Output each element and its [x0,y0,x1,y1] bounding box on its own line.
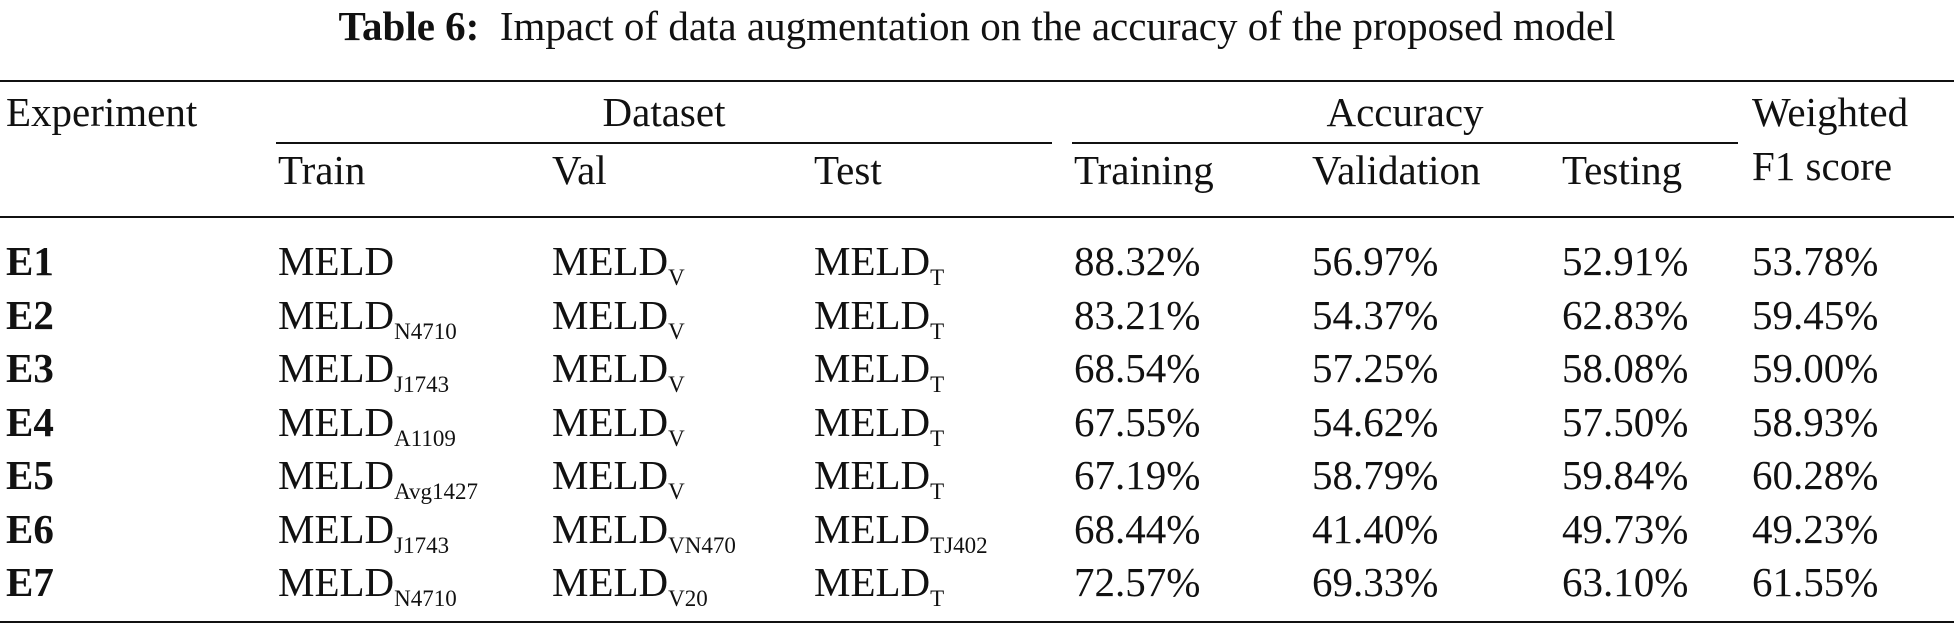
cell-f1: 49.23% [1752,506,1879,552]
top-rule [0,80,1954,82]
accuracy-rule [1072,142,1738,144]
cell-training: 72.57% [1074,559,1201,605]
cell-val-subscript: V [668,319,685,344]
cell-train-subscript: A1109 [394,426,456,451]
header-experiment: Experiment [6,89,198,135]
cell-train: MELDJ1743 [278,506,450,558]
caption-label: Table 6: [338,3,480,49]
header-f1-line1: Weighted [1752,89,1909,135]
cell-test: MELDT [814,345,945,397]
cell-test: MELDT [814,559,945,611]
cell-f1: 53.78% [1752,238,1879,284]
cell-f1: 58.93% [1752,399,1879,445]
cell-val-subscript: V [668,372,685,397]
cell-val: MELDV [552,292,685,344]
cell-train-subscript: J1743 [394,372,450,397]
cell-val: MELDV [552,452,685,504]
cell-test-subscript: T [930,265,945,290]
cell-testing: 62.83% [1562,292,1689,338]
cell-testing: 57.50% [1562,399,1689,445]
cell-id: E4 [6,399,54,445]
cell-val-subscript: V20 [668,586,708,611]
cell-testing: 63.10% [1562,559,1689,605]
cell-train-subscript: N4710 [394,319,457,344]
header-validation: Validation [1312,147,1481,193]
dataset-rule [276,142,1052,144]
cell-train: MELDA1109 [278,399,456,451]
cell-test-subscript: T [930,426,945,451]
cell-validation: 41.40% [1312,506,1439,552]
cell-training: 68.44% [1074,506,1201,552]
cell-val: MELDV [552,238,685,290]
cell-id: E7 [6,559,54,605]
cell-train: MELDAvg1427 [278,452,479,504]
cell-val-subscript: V [668,479,685,504]
cell-test: MELDT [814,238,945,290]
header-bottom-rule [0,216,1954,218]
cell-test-subscript: T [930,372,945,397]
header-val: Val [552,147,607,193]
cell-f1: 61.55% [1752,559,1879,605]
header-accuracy: Accuracy [1326,89,1484,135]
cell-validation: 57.25% [1312,345,1439,391]
cell-train: MELDN4710 [278,559,457,611]
cell-test-subscript: TJ402 [930,533,988,558]
cell-val: MELDVN470 [552,506,736,558]
cell-val-subscript: V [668,265,685,290]
header-testing: Testing [1562,147,1683,193]
cell-f1: 60.28% [1752,452,1879,498]
cell-train: MELD [278,238,395,284]
cell-testing: 49.73% [1562,506,1689,552]
cell-test-subscript: T [930,319,945,344]
cell-validation: 54.37% [1312,292,1439,338]
cell-testing: 52.91% [1562,238,1689,284]
cell-training: 67.55% [1074,399,1201,445]
cell-training: 67.19% [1074,452,1201,498]
cell-validation: 56.97% [1312,238,1439,284]
cell-test: MELDTJ402 [814,506,988,558]
cell-train-subscript: Avg1427 [394,479,479,504]
cell-val: MELDV [552,399,685,451]
header-f1-line2: F1 score [1752,143,1893,189]
cell-training: 83.21% [1074,292,1201,338]
cell-validation: 58.79% [1312,452,1439,498]
cell-val: MELDV [552,345,685,397]
bottom-rule [0,621,1954,623]
cell-test-subscript: T [930,586,945,611]
cell-val-subscript: V [668,426,685,451]
caption-text: Impact of data augmentation on the accur… [499,3,1616,49]
cell-test: MELDT [814,399,945,451]
cell-train: MELDJ1743 [278,345,450,397]
cell-train-subscript: N4710 [394,586,457,611]
cell-id: E5 [6,452,54,498]
cell-train: MELDN4710 [278,292,457,344]
cell-id: E1 [6,238,54,284]
cell-val: MELDV20 [552,559,708,611]
cell-training: 68.54% [1074,345,1201,391]
cell-testing: 58.08% [1562,345,1689,391]
cell-test: MELDT [814,292,945,344]
cell-validation: 69.33% [1312,559,1439,605]
cell-val-subscript: VN470 [668,533,736,558]
cell-id: E2 [6,292,54,338]
cell-test: MELDT [814,452,945,504]
cell-id: E3 [6,345,54,391]
table-caption: Table 6: Impact of data augmentation on … [0,2,1954,50]
header-dataset: Dataset [602,89,726,135]
cell-testing: 59.84% [1562,452,1689,498]
cell-f1: 59.00% [1752,345,1879,391]
header-test: Test [814,147,882,193]
cell-test-subscript: T [930,479,945,504]
header-train: Train [278,147,366,193]
cell-training: 88.32% [1074,238,1201,284]
header-training: Training [1074,147,1214,193]
cell-validation: 54.62% [1312,399,1439,445]
cell-f1: 59.45% [1752,292,1879,338]
cell-train-subscript: J1743 [394,533,450,558]
cell-id: E6 [6,506,54,552]
